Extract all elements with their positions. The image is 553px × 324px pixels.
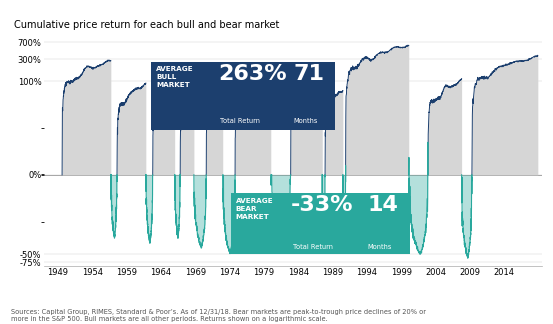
Text: Cumulative price return for each bull and bear market: Cumulative price return for each bull an… xyxy=(14,20,280,30)
Text: AVERAGE
BULL
MARKET: AVERAGE BULL MARKET xyxy=(156,66,194,88)
Text: Months: Months xyxy=(293,118,317,124)
Text: Total Return: Total Return xyxy=(293,244,333,250)
Text: Total Return: Total Return xyxy=(220,118,260,124)
FancyBboxPatch shape xyxy=(231,193,410,254)
Text: Sources: Capital Group, RIMES, Standard & Poor’s. As of 12/31/18. Bear markets a: Sources: Capital Group, RIMES, Standard … xyxy=(11,309,426,322)
Text: 263%: 263% xyxy=(218,64,287,84)
Text: Months: Months xyxy=(368,244,392,250)
Text: AVERAGE
BEAR
MARKET: AVERAGE BEAR MARKET xyxy=(236,198,274,220)
Text: 14: 14 xyxy=(368,195,399,215)
FancyBboxPatch shape xyxy=(151,62,335,130)
Text: -33%: -33% xyxy=(291,195,353,215)
Text: 71: 71 xyxy=(293,64,324,84)
